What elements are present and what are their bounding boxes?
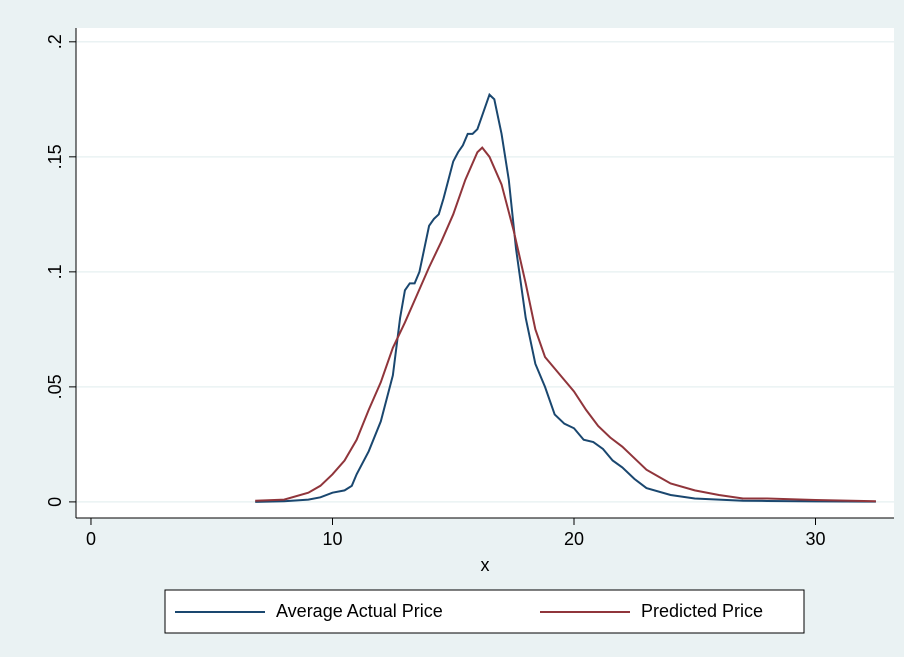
- legend-label: Predicted Price: [641, 601, 763, 621]
- line-series: [255, 146, 876, 503]
- x-axis-label: x: [481, 555, 490, 575]
- legend: [164, 589, 805, 634]
- y-tick-label: .2: [45, 34, 65, 49]
- x-tick-label: 0: [86, 529, 96, 549]
- x-tick-label: 10: [322, 529, 342, 549]
- x-tick-label: 20: [564, 529, 584, 549]
- y-tick-label: .1: [45, 264, 65, 279]
- y-tick-label: 0: [45, 497, 65, 507]
- y-tick-label: .05: [45, 374, 65, 399]
- line-series: [255, 92, 876, 503]
- legend-label: Average Actual Price: [276, 601, 443, 621]
- x-tick-label: 30: [805, 529, 825, 549]
- plot-area: [76, 28, 894, 518]
- y-tick-label: .15: [45, 144, 65, 169]
